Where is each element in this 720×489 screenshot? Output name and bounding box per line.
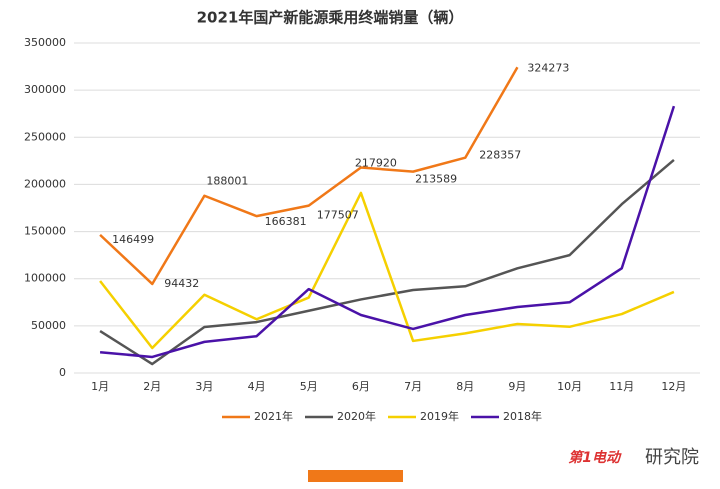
legend-label: 2019年 [420, 409, 459, 423]
line-series [99, 191, 675, 350]
data-label: 94432 [164, 277, 199, 290]
data-label: 213589 [415, 173, 457, 186]
line-series [99, 158, 675, 366]
decoration-bar [308, 470, 403, 482]
x-tick-label: 10月 [557, 380, 582, 393]
data-label: 166381 [265, 215, 307, 228]
data-label: 146499 [112, 233, 154, 246]
legend-label: 2018年 [503, 409, 542, 423]
x-tick-label: 2月 [143, 380, 161, 393]
y-tick-label: 200000 [24, 177, 66, 190]
x-tick-label: 11月 [609, 380, 634, 393]
y-tick-label: 100000 [24, 272, 66, 285]
x-tick-label: 8月 [456, 380, 474, 393]
y-tick-label: 250000 [24, 130, 66, 143]
data-label: 228357 [479, 149, 521, 162]
x-tick-label: 6月 [352, 380, 370, 393]
x-tick-label: 5月 [300, 380, 318, 393]
y-tick-label: 50000 [31, 319, 66, 332]
x-tick-label: 12月 [661, 380, 686, 393]
y-tick-label: 0 [59, 366, 66, 379]
line-series [99, 105, 676, 359]
y-tick-label: 150000 [24, 225, 66, 238]
legend-label: 2020年 [337, 409, 376, 423]
x-tick-label: 1月 [91, 380, 109, 393]
x-tick-label: 7月 [404, 380, 422, 393]
y-tick-label: 350000 [24, 36, 66, 49]
y-tick-label: 300000 [24, 83, 66, 96]
brand-name: 研究院 [645, 447, 699, 468]
chart-title: 2021年国产新能源乘用终端销量（辆） [197, 9, 464, 27]
data-label: 177507 [317, 209, 359, 222]
data-label: 188001 [206, 175, 248, 188]
line-series [99, 66, 519, 286]
legend-label: 2021年 [254, 409, 293, 423]
data-label: 217920 [355, 157, 397, 170]
brand-logo: 第1电动 [568, 449, 622, 466]
x-tick-label: 4月 [248, 380, 266, 393]
x-tick-label: 3月 [195, 380, 213, 393]
x-tick-label: 9月 [508, 380, 526, 393]
data-label: 324273 [527, 61, 569, 74]
